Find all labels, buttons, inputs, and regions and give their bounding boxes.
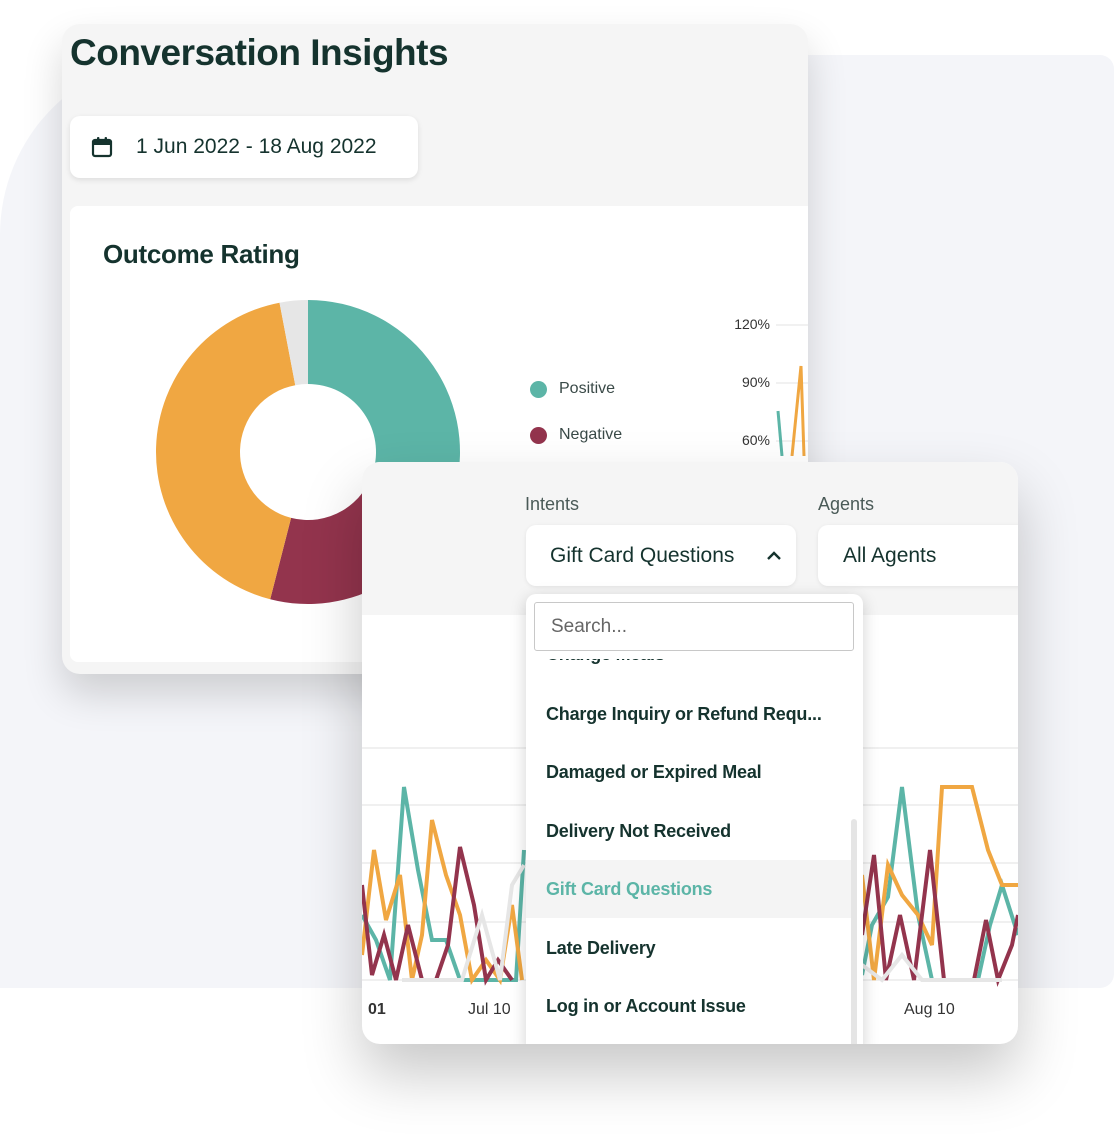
trend-chart-preview (776, 324, 808, 456)
donut-slice-positive (308, 300, 460, 490)
legend-label-negative: Negative (559, 426, 623, 443)
timeline-line-grey (860, 951, 1002, 983)
dropdown-scrollbar[interactable] (851, 819, 857, 1044)
y-tick-label: 120% (734, 316, 770, 332)
intent-search-input[interactable] (534, 602, 854, 651)
chevron-up-icon (767, 551, 781, 560)
intents-dropdown-menu: Change Meals Charge Inquiry or Refund Re… (526, 594, 863, 1044)
legend-dot-negative (530, 426, 547, 444)
agents-label: Agents (818, 494, 875, 514)
intent-option[interactable]: Delivery Not Received (546, 820, 731, 841)
intent-option[interactable]: Change Meals (526, 659, 853, 683)
trend-line-teal (776, 410, 784, 456)
legend-dot-positive (530, 380, 547, 398)
x-tick-label: Jul 10 (468, 1001, 511, 1018)
date-range-label: 1 Jun 2022 - 18 Aug 2022 (136, 135, 377, 158)
date-range-button[interactable]: 1 Jun 2022 - 18 Aug 2022 (70, 116, 418, 178)
intents-select-value: Gift Card Questions (550, 543, 735, 567)
x-tick-label: 01 (368, 1001, 386, 1018)
intents-label: Intents (525, 494, 580, 514)
timeline-line-orange (860, 785, 1018, 981)
intent-options-list: Change Meals Charge Inquiry or Refund Re… (526, 659, 863, 1044)
legend-item-positive: Positive (530, 366, 622, 412)
filters-card: Intents Gift Card Questions Agents All A… (362, 462, 1018, 1044)
intents-select[interactable]: Gift Card Questions (526, 525, 796, 586)
intent-option[interactable]: Late Delivery (546, 937, 656, 958)
filter-bar: Intents Gift Card Questions Agents All A… (362, 462, 1018, 615)
donut-slice-unlabeled-2 (156, 302, 296, 600)
donut-slice-unlabeled-3 (279, 300, 308, 386)
outcome-rating-title: Outcome Rating (103, 239, 300, 269)
y-tick-label: 60% (741, 432, 770, 448)
x-tick-label: Aug 10 (904, 1001, 955, 1018)
outcome-legend: Positive Negative (530, 366, 622, 458)
timeline-line-grey (402, 863, 526, 982)
page-title: Conversation Insights (70, 32, 449, 73)
intent-option-selected[interactable]: Gift Card Questions (526, 860, 853, 918)
timeline-line-orange (362, 819, 524, 986)
trend-line-orange (790, 365, 806, 456)
agents-select[interactable]: All Agents (818, 525, 1018, 586)
calendar-icon (90, 135, 114, 159)
agents-select-value: All Agents (843, 543, 937, 567)
legend-label-positive: Positive (559, 380, 616, 397)
intent-option[interactable]: Damaged or Expired Meal (546, 761, 762, 782)
intent-option[interactable]: Charge Inquiry or Refund Requ... (546, 703, 822, 724)
intent-option[interactable]: Log in or Account Issue (546, 995, 746, 1016)
y-tick-label: 90% (741, 374, 770, 390)
legend-item-negative: Negative (530, 412, 622, 458)
